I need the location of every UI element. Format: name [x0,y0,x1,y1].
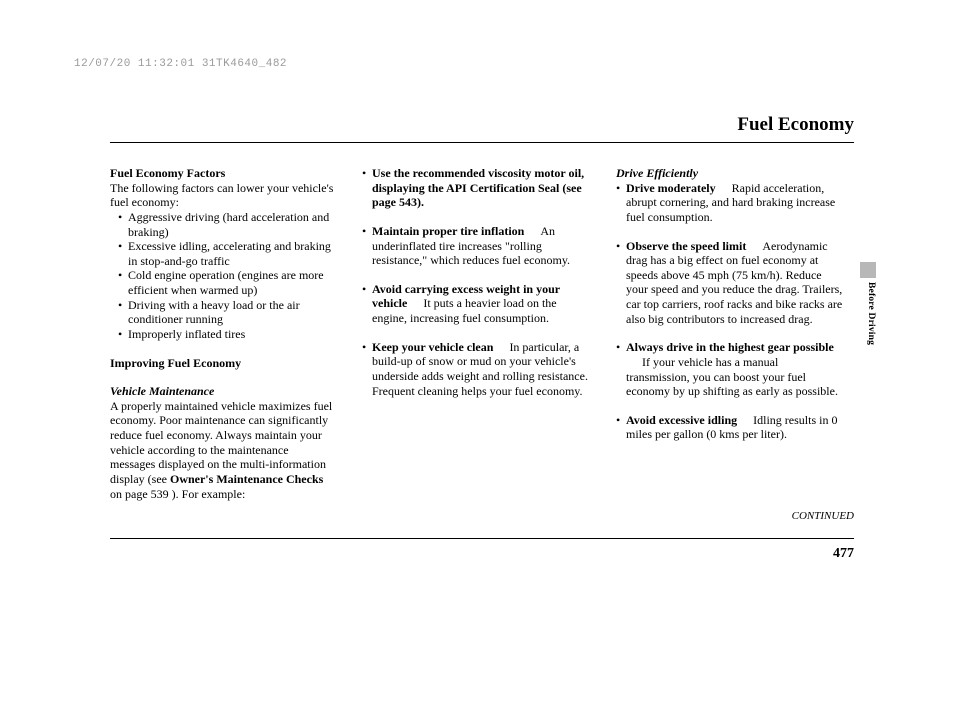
heading-drive-efficiently: Drive Efficiently [616,166,844,181]
tip-lead: Keep your vehicle clean [372,340,493,354]
dash-spacer: － [626,355,642,370]
factors-intro: The following factors can lower your veh… [110,181,336,210]
tip-lead: Always drive in the highest gear possibl… [626,340,834,354]
list-item: Use the recommended viscosity motor oil,… [362,166,590,210]
list-item: Improperly inflated tires [118,327,336,342]
column-3: Drive Efficiently Drive moderately－Rapid… [616,166,844,501]
dash-spacer: － [716,181,732,196]
footer-rule [110,538,854,539]
column-1: Fuel Economy Factors The following facto… [110,166,336,501]
section-tab [860,262,876,278]
list-item: Cold engine operation (engines are more … [118,268,336,297]
section-tab-label: Before Driving [866,282,876,345]
list-item: Drive moderately－Rapid acceleration, abr… [616,181,844,225]
list-item: Always drive in the highest gear possibl… [616,340,844,399]
list-item: Maintain proper tire inflation－An underi… [362,224,590,268]
heading-factors: Fuel Economy Factors [110,166,336,181]
tip-lead: Maintain proper tire inflation [372,224,524,238]
dash-spacer: － [746,239,762,254]
list-item: Aggressive driving (hard acceleration an… [118,210,336,239]
tip-body: If your vehicle has a manual transmissio… [626,355,838,398]
page: 12/07/20 11:32:01 31TK4640_482 Fuel Econ… [110,0,854,710]
tip-lead: Observe the speed limit [626,239,746,253]
list-item: Avoid excessive idling－Idling results in… [616,413,844,442]
content-columns: Fuel Economy Factors The following facto… [110,166,854,501]
list-item: Keep your vehicle clean－In particular, a… [362,340,590,399]
list-item: Avoid carrying excess weight in your veh… [362,282,590,326]
heading-vehicle-maintenance: Vehicle Maintenance [110,384,336,399]
maintenance-tips-list: Use the recommended viscosity motor oil,… [362,166,590,398]
maint-bold-ref: Owner's Maintenance Checks [170,472,323,486]
dash-spacer: － [493,340,509,355]
column-2: Use the recommended viscosity motor oil,… [362,166,590,501]
tip-lead: Avoid excessive idling [626,413,737,427]
factors-list: Aggressive driving (hard acceleration an… [110,210,336,342]
page-number: 477 [833,546,854,562]
tip-lead: Drive moderately [626,181,716,195]
header-stamp: 12/07/20 11:32:01 31TK4640_482 [74,58,287,70]
list-item: Observe the speed limit－Aerodynamic drag… [616,239,844,327]
continued-label: CONTINUED [792,510,854,522]
list-item: Driving with a heavy load or the air con… [118,298,336,327]
heading-improving: Improving Fuel Economy [110,356,336,371]
driving-tips-list: Drive moderately－Rapid acceleration, abr… [616,181,844,442]
page-title: Fuel Economy [737,114,854,136]
maint-text-b: on page 539 ). For example: [110,487,245,501]
tip-lead: Use the recommended viscosity motor oil,… [372,166,584,209]
maintenance-paragraph: A properly maintained vehicle maximizes … [110,399,336,501]
dash-spacer: － [524,224,540,239]
header-rule [110,142,854,143]
dash-spacer: － [737,413,753,428]
list-item: Excessive idling, accelerating and braki… [118,239,336,268]
page-header: Fuel Economy [110,108,854,146]
dash-spacer: － [407,296,423,311]
